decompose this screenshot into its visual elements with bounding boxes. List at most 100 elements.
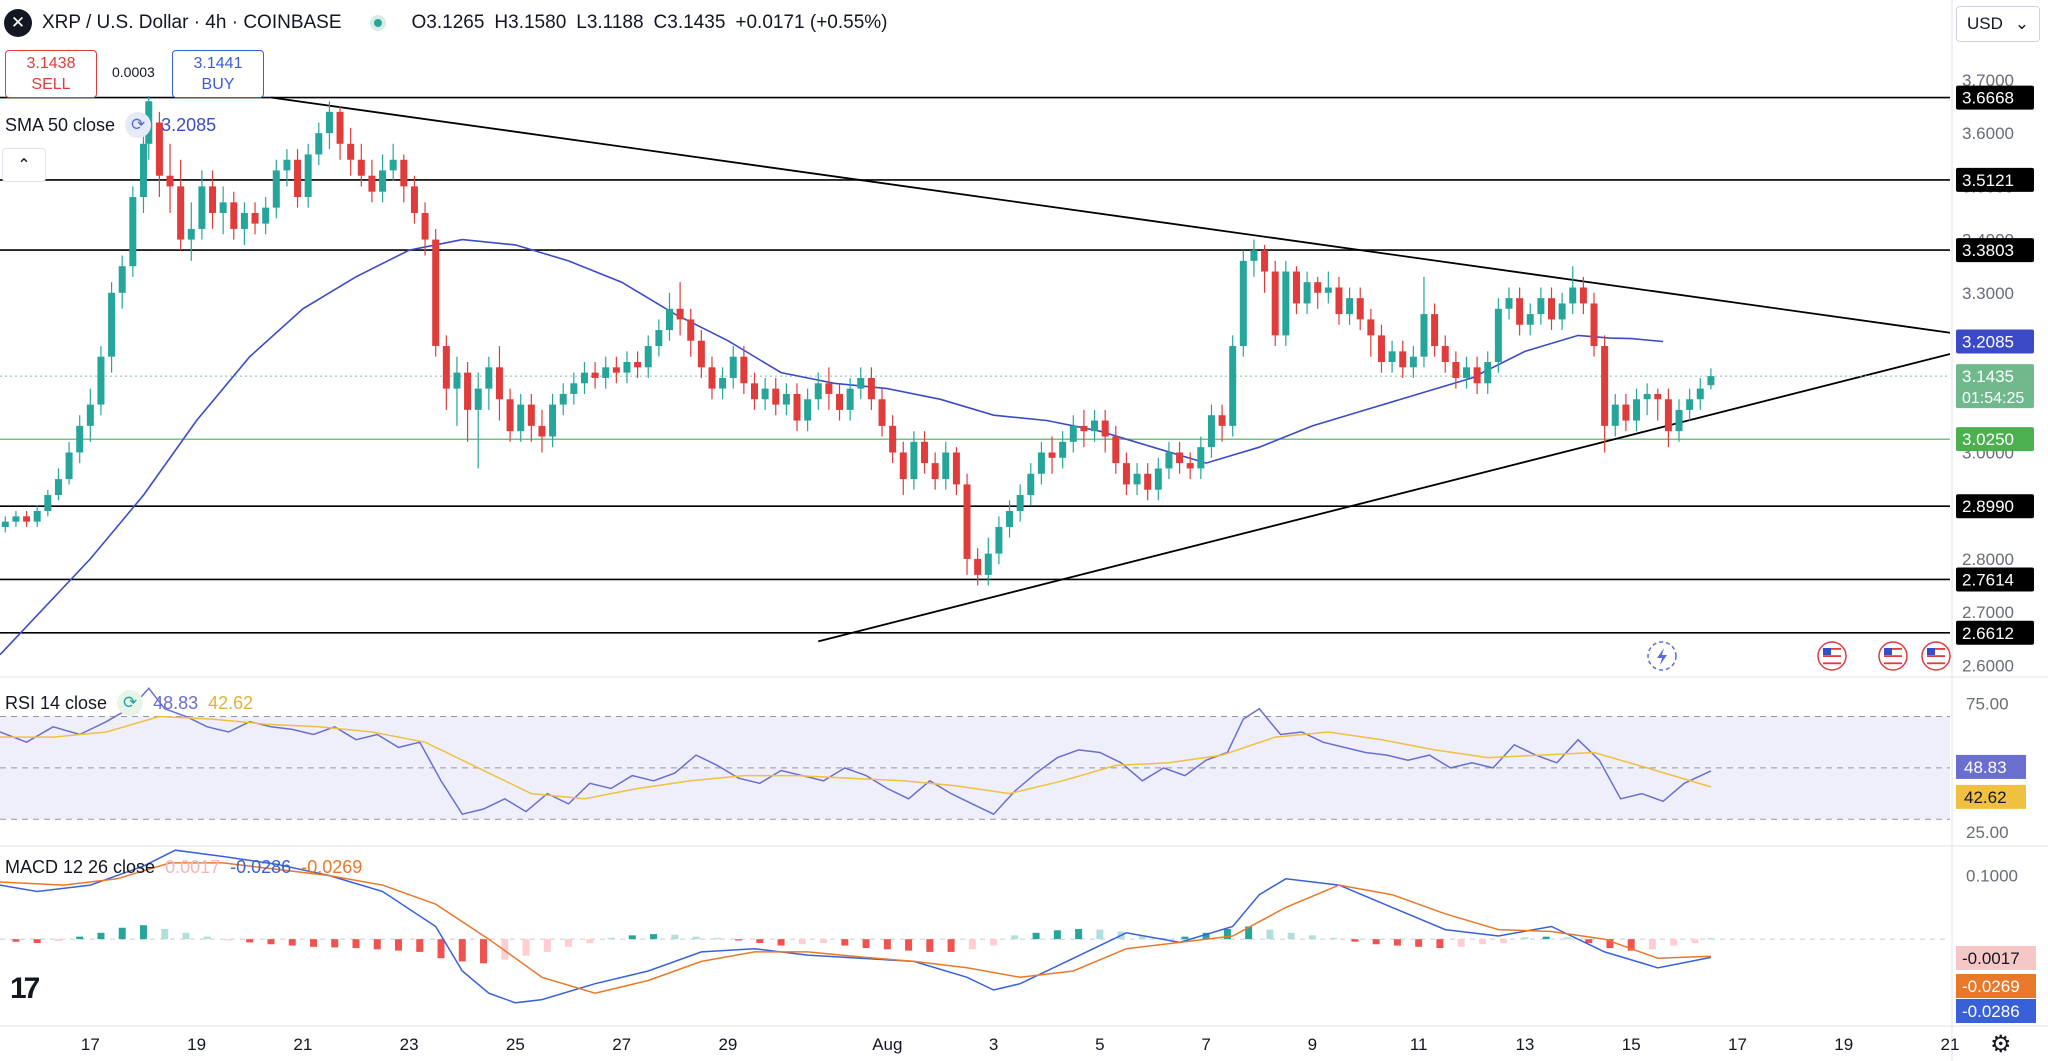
macd-histogram-bar [480, 939, 488, 964]
macd-histogram-bar [1542, 936, 1550, 940]
macd-histogram-bar [1627, 939, 1635, 951]
macd-histogram-value-tag-bg [1956, 946, 2036, 970]
buy-price: 3.1441 [193, 55, 243, 72]
currency-select[interactable]: USD ⌄ [1956, 6, 2040, 42]
rsi-ma-line [0, 715, 1712, 800]
macd-histogram-bar [1457, 939, 1465, 947]
candle [368, 175, 376, 192]
candle [240, 212, 248, 229]
time-tick-label: 25 [506, 1035, 525, 1054]
candle [44, 495, 52, 512]
settings-icon[interactable]: ⚙ [1990, 1031, 2012, 1058]
macd-histogram-bar [565, 939, 573, 947]
candle [1494, 308, 1502, 362]
rsi-tick-label: 25.00 [1966, 823, 2009, 842]
macd-histogram-bar [713, 937, 721, 940]
candle [1239, 260, 1247, 347]
close-value: C3.1435 [653, 12, 726, 33]
candle [139, 143, 147, 198]
refresh-icon[interactable]: ⟳ [117, 690, 144, 716]
candle [1303, 282, 1311, 304]
sell-price: 3.1438 [26, 55, 76, 72]
macd-histogram-legend-value: 0.0017 [165, 857, 221, 877]
macd-histogram-bar [1245, 926, 1253, 940]
tradingview-logo[interactable]: 17 [10, 972, 40, 1005]
macd-histogram-bar [692, 936, 700, 940]
collapse-legend-button[interactable]: ⌃ [2, 148, 46, 182]
candle [612, 367, 620, 373]
rsi-legend[interactable]: RSI 14 close ⟳ 48.83 42.62 [5, 690, 253, 716]
flag-stripe [1884, 662, 1902, 665]
sell-button[interactable]: 3.1438 SELL [5, 50, 97, 98]
refresh-icon[interactable]: ⟳ [125, 112, 152, 138]
candle [304, 154, 312, 198]
candle [942, 452, 950, 480]
candle [527, 404, 535, 426]
candle [782, 393, 790, 405]
candle [118, 266, 126, 293]
candle [1388, 351, 1396, 362]
macd-histogram-bar [883, 939, 891, 950]
sma-legend[interactable]: SMA 50 close ⟳ 3.2085 [5, 112, 216, 138]
macd-histogram-bar [947, 939, 955, 952]
flag-canton [1927, 648, 1935, 655]
candle [1250, 250, 1258, 261]
macd-histogram-bar [1223, 929, 1231, 940]
macd-histogram-bar [76, 936, 84, 940]
candle [325, 111, 333, 134]
candle [1048, 452, 1056, 458]
sma-legend-label: SMA 50 close [5, 114, 116, 135]
macd-histogram-bar [224, 939, 232, 941]
macd-histogram-bar [267, 939, 275, 945]
flag-stripe [1927, 648, 1945, 650]
level-price-label-bg [1956, 567, 2034, 592]
us-flag-icon [1878, 641, 1908, 671]
macd-legend[interactable]: MACD 12 26 close 0.0017 -0.0286 -0.0269 [5, 857, 362, 878]
signal-legend-value: -0.0269 [301, 857, 363, 877]
rsi-band [0, 716, 1950, 820]
candle [1016, 495, 1024, 512]
macd-histogram-bar [139, 925, 147, 940]
flag-stripe [1823, 648, 1841, 650]
candle [538, 425, 546, 437]
macd-histogram-bar [671, 934, 679, 940]
candle [1356, 298, 1364, 320]
symbol-title[interactable]: XRP / U.S. Dollar · 4h · COINBASE [42, 12, 342, 33]
macd-histogram-bar [416, 939, 424, 952]
candle [1176, 452, 1184, 464]
candle [814, 383, 822, 400]
macd-histogram-bar [12, 939, 20, 942]
candle [1664, 399, 1672, 432]
time-tick-label: 21 [1941, 1035, 1960, 1054]
candle [1569, 287, 1577, 304]
candle [1229, 346, 1237, 426]
candle [580, 372, 588, 384]
buy-button[interactable]: 3.1441 BUY [172, 50, 264, 98]
candle [899, 452, 907, 480]
sma-line [0, 238, 1664, 656]
macd-histogram-bar [437, 939, 445, 959]
macd-histogram-bar [1606, 939, 1614, 949]
candle [1367, 319, 1375, 336]
level-price-label-bg [1956, 620, 2034, 645]
candle [1261, 250, 1269, 272]
macd-histogram-bar [118, 927, 126, 940]
macd-histogram-bar [373, 939, 381, 950]
candle [1441, 346, 1449, 362]
candle [517, 404, 525, 432]
candle [697, 340, 705, 368]
candle [421, 212, 429, 240]
candle [655, 330, 663, 347]
macd-histogram-bar [395, 939, 403, 951]
macd-histogram-bar [586, 939, 594, 943]
macd-value-tag: -0.0286 [1962, 1002, 2020, 1021]
chevron-up-icon: ⌃ [17, 157, 31, 174]
candle [1484, 362, 1492, 384]
candle [1611, 404, 1619, 426]
currency-label: USD [1967, 14, 2003, 33]
candle [1654, 393, 1662, 400]
rsi-value-tag: 48.83 [1964, 758, 2007, 777]
flag-stripe [1927, 658, 1945, 661]
macd-histogram-bar [288, 939, 296, 946]
